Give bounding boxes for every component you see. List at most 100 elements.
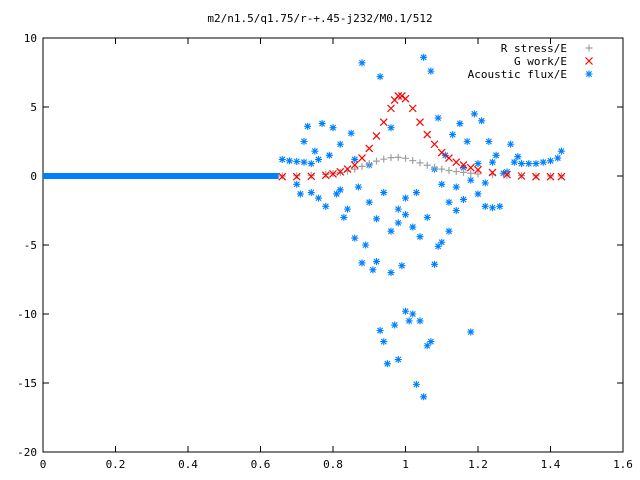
- data-point: [507, 140, 515, 148]
- data-point: [557, 147, 565, 155]
- x-tick-label: 0.6: [251, 458, 271, 471]
- data-point: [391, 321, 399, 329]
- y-tick-label: -15: [17, 377, 37, 390]
- data-point: [315, 155, 322, 163]
- series-g-work-e: [278, 92, 566, 181]
- data-point: [373, 258, 380, 266]
- data-point: [344, 205, 351, 213]
- data-point: [517, 172, 526, 180]
- data-point: [460, 164, 467, 172]
- data-point: [293, 172, 301, 180]
- data-point: [409, 223, 417, 231]
- data-point: [394, 205, 402, 213]
- data-point: [387, 154, 395, 162]
- data-point: [423, 342, 431, 350]
- data-point: [474, 170, 482, 178]
- data-point: [369, 266, 377, 274]
- data-point: [376, 327, 384, 335]
- data-point: [431, 260, 438, 268]
- data-point: [481, 179, 489, 187]
- data-point: [474, 190, 482, 198]
- data-point: [452, 168, 460, 176]
- data-point: [336, 186, 344, 194]
- data-point: [402, 307, 409, 315]
- data-point: [445, 154, 453, 162]
- data-point: [460, 168, 467, 176]
- y-tick-label: 10: [24, 32, 37, 45]
- data-point: [292, 172, 301, 181]
- x-tick-label: 1.6: [613, 458, 633, 471]
- data-point: [467, 169, 475, 177]
- data-point: [585, 44, 593, 52]
- data-point: [459, 161, 468, 169]
- data-point: [423, 213, 431, 221]
- data-point: [365, 198, 373, 206]
- data-point: [423, 161, 431, 169]
- data-point: [434, 114, 442, 122]
- data-point: [358, 162, 366, 170]
- data-point: [438, 180, 446, 188]
- axes: 0 0.2 0.4 0.6 0.8 1 1.2 1.4 1.6 -20 -15 -10 -5 0 5 10: [17, 32, 633, 471]
- data-point: [532, 172, 540, 181]
- data-point: [307, 160, 315, 168]
- data-point: [547, 157, 554, 165]
- data-point: [398, 262, 406, 270]
- data-point: [394, 153, 402, 161]
- data-point: [585, 57, 593, 65]
- data-point: [470, 110, 478, 118]
- data-point: [488, 168, 497, 177]
- data-point: [387, 269, 395, 277]
- data-point: [380, 338, 388, 346]
- legend-marker: [585, 70, 593, 78]
- data-point: [449, 131, 457, 139]
- data-point: [329, 124, 337, 132]
- data-point: [438, 165, 446, 173]
- legend-label: Acoustic flux/E: [468, 68, 567, 81]
- data-point: [409, 157, 417, 165]
- data-point: [427, 338, 435, 346]
- data-point: [452, 158, 461, 167]
- data-point: [532, 160, 540, 168]
- data-point: [351, 155, 359, 163]
- data-point: [362, 241, 370, 249]
- data-point: [430, 140, 439, 149]
- data-point: [322, 202, 330, 210]
- data-point: [394, 92, 403, 100]
- data-point: [401, 94, 410, 103]
- data-point: [321, 171, 330, 180]
- data-point: [354, 183, 362, 191]
- legend-label: R stress/E: [501, 42, 567, 55]
- data-point: [489, 158, 496, 166]
- data-point: [293, 180, 301, 188]
- x-tick-label: 1.4: [541, 458, 561, 471]
- data-point: [539, 158, 547, 166]
- data-point: [485, 138, 493, 145]
- data-point: [387, 104, 395, 113]
- data-point: [340, 213, 348, 221]
- data-point: [300, 158, 308, 166]
- data-point: [557, 172, 566, 181]
- data-point: [514, 153, 522, 161]
- data-point: [518, 160, 525, 168]
- baseline-band: [43, 173, 279, 179]
- data-point: [510, 158, 518, 166]
- x-tick-label: 0.8: [323, 458, 343, 471]
- data-point: [336, 140, 344, 148]
- data-point: [438, 238, 446, 246]
- data-point: [466, 163, 475, 172]
- data-point: [416, 317, 424, 325]
- data-point: [460, 195, 467, 203]
- data-point: [416, 159, 424, 167]
- data-point: [437, 148, 446, 157]
- y-tick-label: 5: [30, 101, 37, 114]
- data-point: [304, 122, 312, 130]
- data-point: [456, 120, 464, 128]
- data-point: [350, 161, 359, 169]
- data-point: [315, 194, 322, 202]
- data-point: [325, 151, 333, 159]
- legend-marker: [585, 44, 593, 52]
- data-point: [546, 172, 555, 181]
- data-point: [278, 155, 286, 163]
- data-point: [379, 118, 388, 127]
